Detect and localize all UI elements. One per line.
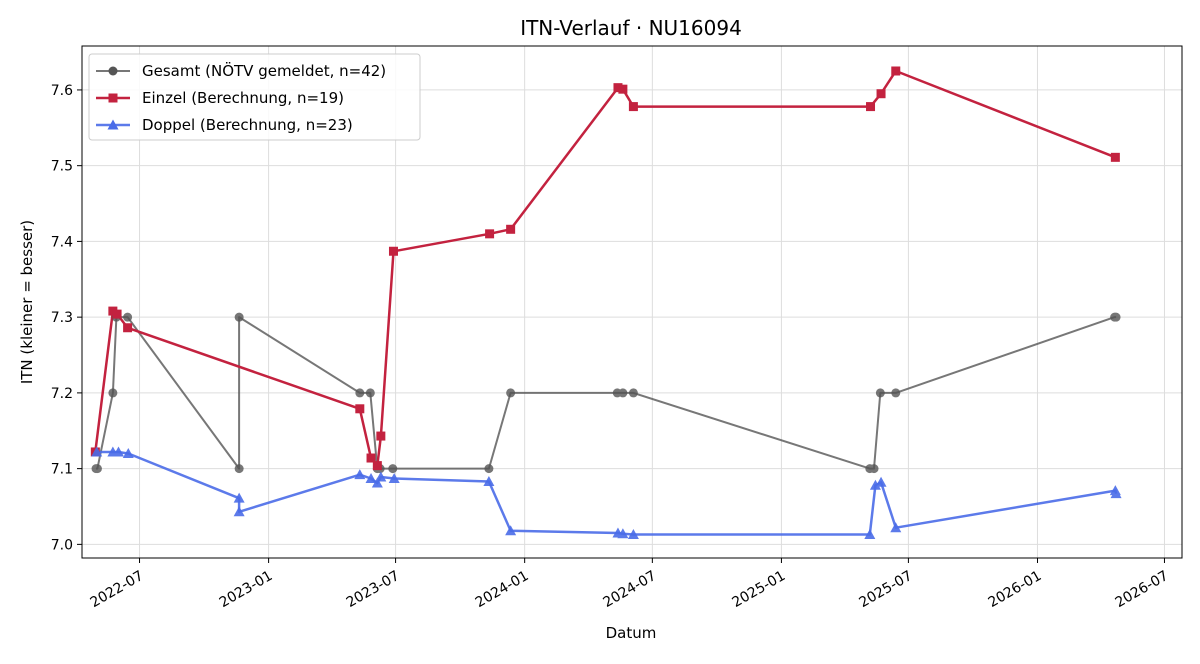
data-point-gesamt (234, 464, 244, 474)
y-tick-label: 7.4 (51, 234, 73, 250)
data-point-einzel (485, 229, 495, 239)
data-point-doppel (617, 528, 629, 539)
data-point-einzel (891, 66, 901, 76)
x-axis-label: Datum (606, 624, 657, 642)
y-axis-ticks: 7.0 7.1 7.2 7.3 7.4 7.5 7.6 (51, 83, 82, 553)
data-point-einzel (613, 83, 623, 93)
data-point-einzel (112, 309, 122, 319)
y-tick-label: 7.6 (51, 83, 73, 99)
data-point-gesamt (484, 464, 494, 474)
data-point-doppel (864, 529, 876, 540)
y-axis-label: ITN (kleiner = besser) (18, 220, 36, 384)
data-point-doppel (483, 476, 495, 487)
y-tick-label: 7.2 (51, 386, 73, 402)
data-point-einzel (366, 453, 376, 463)
data-point-doppel (869, 479, 881, 490)
data-point-gesamt (875, 388, 885, 398)
data-point-gesamt (506, 388, 516, 398)
data-point-doppel (375, 471, 387, 482)
data-point-gesamt (355, 388, 365, 398)
data-point-gesamt (618, 388, 628, 398)
legend-marker-doppel (107, 119, 119, 130)
data-point-einzel (372, 461, 382, 471)
data-point-gesamt (234, 312, 244, 322)
data-point-doppel (1110, 488, 1122, 499)
chart-title: ITN-Verlauf · NU16094 (520, 16, 742, 40)
y-tick-label: 7.5 (51, 159, 73, 175)
legend-label-doppel: Doppel (Berechnung, n=23) (142, 116, 353, 134)
data-point-doppel (122, 447, 134, 458)
plot-frame (81, 45, 1183, 559)
data-point-gesamt (388, 464, 398, 474)
legend-marker-einzel (108, 93, 118, 103)
data-point-einzel (506, 224, 516, 234)
data-point-doppel (91, 446, 103, 457)
data-point-doppel (875, 476, 887, 487)
data-point-einzel (618, 84, 628, 94)
data-point-gesamt (92, 464, 102, 474)
data-point-gesamt (365, 388, 375, 398)
series-points-doppel (91, 446, 1122, 540)
data-point-doppel (505, 525, 517, 536)
data-point-gesamt (1111, 312, 1121, 322)
data-point-einzel (866, 102, 876, 112)
data-point-einzel (876, 89, 886, 99)
data-point-gesamt (628, 388, 638, 398)
data-point-einzel (1110, 152, 1120, 162)
data-point-doppel (890, 522, 902, 533)
data-point-einzel (123, 323, 133, 333)
data-point-doppel (365, 472, 377, 483)
data-point-doppel (112, 446, 124, 457)
legend-marker-gesamt (108, 66, 118, 76)
y-tick-label: 7.3 (51, 310, 73, 326)
data-point-einzel (376, 431, 386, 441)
data-point-doppel (371, 477, 383, 488)
legend-box (88, 53, 421, 141)
data-point-gesamt (108, 388, 118, 398)
data-point-einzel (355, 404, 365, 414)
y-tick-label: 7.0 (51, 537, 73, 553)
legend-label-gesamt: Gesamt (NÖTV gemeldet, n=42) (142, 61, 386, 80)
data-point-gesamt (123, 312, 133, 322)
data-point-doppel (233, 492, 245, 503)
legend-label-einzel: Einzel (Berechnung, n=19) (142, 89, 344, 107)
data-point-gesamt (869, 464, 879, 474)
data-point-doppel (627, 529, 639, 540)
legend: Gesamt (NÖTV gemeldet, n=42) Einzel (Bere… (88, 53, 421, 141)
data-point-einzel (628, 102, 638, 112)
data-point-doppel (233, 506, 245, 517)
data-point-einzel (388, 246, 398, 256)
data-point-doppel (354, 469, 366, 480)
data-point-doppel (388, 472, 400, 483)
y-tick-label: 7.1 (51, 462, 73, 478)
data-point-gesamt (891, 388, 901, 398)
series-markers (90, 66, 1122, 540)
